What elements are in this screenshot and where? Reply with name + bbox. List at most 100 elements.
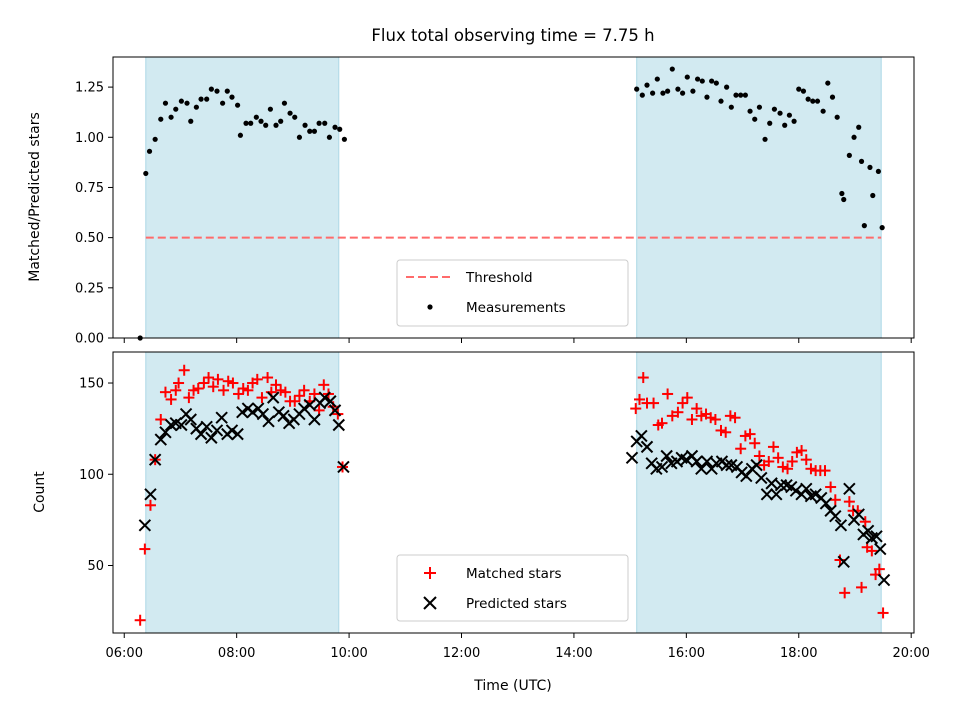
measurement-point bbox=[311, 128, 318, 134]
matched-star-point bbox=[648, 397, 660, 409]
matched-star-point bbox=[796, 445, 808, 457]
matched-star-point bbox=[705, 412, 717, 424]
matched-star-point bbox=[866, 545, 878, 557]
measurement-point bbox=[660, 90, 666, 96]
matched-star-point bbox=[198, 377, 210, 389]
measurement-point bbox=[158, 116, 164, 122]
measurement-point bbox=[198, 96, 204, 102]
matched-star-point bbox=[856, 581, 868, 593]
matched-star-point bbox=[829, 494, 841, 506]
y-tick-label: 0.00 bbox=[75, 332, 104, 347]
predicted-star-point bbox=[175, 418, 188, 432]
shaded-span bbox=[636, 351, 882, 634]
measurement-point bbox=[639, 92, 645, 98]
predicted-star-point bbox=[789, 484, 803, 497]
predicted-star-point bbox=[308, 413, 321, 426]
measurement-point bbox=[875, 168, 882, 175]
measurement-point bbox=[782, 122, 788, 128]
measurement-point bbox=[800, 88, 807, 94]
measurement-point bbox=[292, 114, 298, 120]
matched-star-point bbox=[677, 397, 689, 409]
matched-star-point bbox=[656, 417, 668, 429]
matched-star-point bbox=[134, 614, 146, 626]
matched-star-point bbox=[155, 414, 167, 426]
measurement-point bbox=[699, 78, 705, 84]
predicted-star-point bbox=[266, 391, 280, 404]
matched-star-point bbox=[686, 414, 698, 426]
matched-star-point bbox=[237, 382, 249, 394]
matched-star-point bbox=[666, 410, 678, 422]
measurement-point bbox=[168, 114, 174, 120]
predicted-star-point bbox=[655, 460, 669, 474]
matched-star-point bbox=[218, 384, 230, 396]
predicted-star-point bbox=[154, 433, 167, 446]
measurement-point bbox=[690, 88, 696, 94]
measurement-point bbox=[846, 152, 852, 158]
matched-star-point bbox=[744, 428, 756, 440]
predicted-star-point bbox=[159, 426, 172, 439]
predicted-star-point bbox=[138, 519, 152, 532]
matched-star-point bbox=[188, 384, 200, 396]
measurement-point bbox=[879, 225, 885, 231]
measurement-point bbox=[718, 98, 724, 104]
predicted-star-point bbox=[332, 418, 345, 432]
predicted-star-point bbox=[700, 455, 714, 468]
legend-matched-label: Matched stars bbox=[466, 566, 562, 582]
legend-predicted-swatch bbox=[423, 596, 437, 610]
y-tick-label: 1.00 bbox=[75, 131, 104, 146]
measurement-point bbox=[322, 120, 328, 126]
predicted-star-point bbox=[184, 413, 197, 426]
matched-star-point bbox=[222, 375, 234, 387]
measurement-point bbox=[771, 106, 778, 112]
measurement-point bbox=[733, 92, 739, 98]
legend-threshold-label: Threshold bbox=[465, 270, 533, 286]
matched-star-point bbox=[777, 461, 789, 473]
measurement-point bbox=[273, 122, 279, 128]
y-tick-label: 0.25 bbox=[75, 281, 104, 296]
predicted-star-point bbox=[194, 427, 208, 441]
matched-star-point bbox=[318, 379, 330, 391]
measurement-point bbox=[258, 118, 264, 124]
measurement-point bbox=[756, 104, 763, 110]
top-axes-frame bbox=[112, 56, 915, 339]
measurement-point bbox=[193, 104, 199, 110]
matched-star-point bbox=[298, 384, 310, 396]
y-tick-label: 0.75 bbox=[75, 181, 104, 196]
matched-star-point bbox=[251, 373, 263, 385]
predicted-star-point bbox=[231, 427, 244, 441]
matched-star-point bbox=[227, 377, 239, 389]
measurement-point bbox=[825, 80, 831, 86]
matched-star-point bbox=[256, 392, 268, 404]
matched-star-point bbox=[772, 452, 784, 464]
matched-star-point bbox=[242, 384, 254, 396]
y-tick-label: 100 bbox=[79, 468, 104, 483]
predicted-star-point bbox=[297, 402, 311, 415]
predicted-star-point bbox=[829, 510, 842, 523]
bottom-axes-frame bbox=[112, 351, 915, 634]
y-tick-label: 1.25 bbox=[75, 81, 104, 96]
x-axis-label: Time (UTC) bbox=[473, 678, 551, 694]
measurement-point bbox=[762, 136, 768, 142]
measurement-point bbox=[820, 108, 826, 114]
matched-star-point bbox=[724, 410, 736, 422]
predicted-star-point bbox=[337, 460, 350, 474]
measurement-point bbox=[870, 192, 876, 199]
legend-predicted-label: Predicted stars bbox=[466, 596, 567, 612]
measurement-point bbox=[814, 98, 821, 104]
measurement-point bbox=[337, 126, 343, 132]
matched-star-point bbox=[308, 388, 320, 400]
x-tick-label: 08:00 bbox=[218, 646, 255, 661]
matched-star-point bbox=[203, 372, 215, 384]
matched-star-point bbox=[170, 384, 182, 396]
measurement-point bbox=[709, 78, 715, 84]
measurement-point bbox=[747, 108, 753, 114]
matched-star-point bbox=[159, 386, 171, 398]
measurement-point bbox=[713, 80, 719, 86]
matched-star-point bbox=[839, 587, 851, 599]
matched-star-point bbox=[279, 386, 291, 398]
matched-star-point bbox=[165, 393, 177, 405]
x-tick-label: 06:00 bbox=[106, 646, 143, 661]
measurement-point bbox=[867, 164, 873, 170]
matched-star-point bbox=[207, 381, 219, 393]
predicted-star-point bbox=[205, 431, 218, 444]
